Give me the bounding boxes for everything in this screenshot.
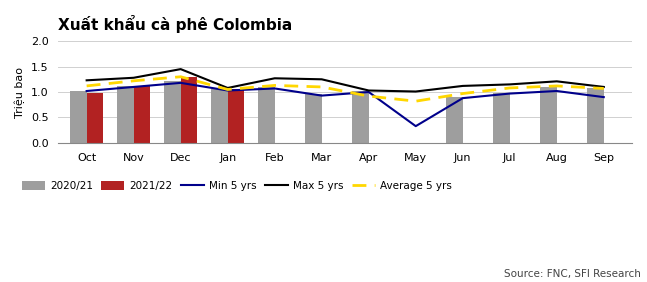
Text: Source: FNC, SFI Research: Source: FNC, SFI Research: [503, 269, 641, 279]
Bar: [540, 87, 557, 143]
Bar: [493, 93, 510, 143]
Text: Xuất khẩu cà phê Colombia: Xuất khẩu cà phê Colombia: [58, 15, 292, 33]
Y-axis label: Triệu bao: Triệu bao: [15, 67, 25, 118]
Bar: [181, 77, 197, 143]
Bar: [352, 91, 369, 143]
Bar: [164, 81, 181, 143]
Bar: [305, 94, 322, 143]
Bar: [70, 91, 87, 143]
Bar: [587, 88, 604, 143]
Bar: [446, 97, 463, 143]
Bar: [228, 89, 244, 143]
Bar: [87, 93, 103, 143]
Bar: [134, 86, 150, 143]
Legend: 2020/21, 2021/22, Min 5 yrs, Max 5 yrs, Average 5 yrs: 2020/21, 2021/22, Min 5 yrs, Max 5 yrs, …: [17, 177, 456, 195]
Bar: [211, 89, 228, 143]
Bar: [117, 86, 134, 143]
Bar: [258, 87, 275, 143]
